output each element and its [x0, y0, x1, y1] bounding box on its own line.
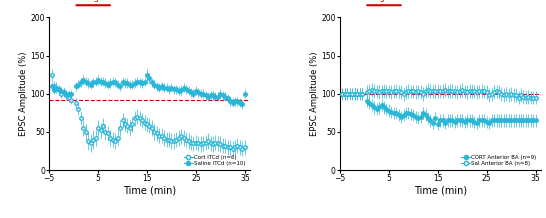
X-axis label: Time (min): Time (min): [414, 186, 467, 196]
X-axis label: Time (min): Time (min): [123, 186, 176, 196]
Text: D4 agonist: D4 agonist: [74, 0, 119, 2]
Legend: Cort ITCd (n=6), Saline ITCd (n=10): Cort ITCd (n=6), Saline ITCd (n=10): [183, 154, 247, 167]
Y-axis label: EPSC Amplitude (%): EPSC Amplitude (%): [19, 51, 28, 136]
Text: D4 agonist: D4 agonist: [359, 0, 405, 2]
Legend: CORT Anterior BA (n=9), Sal Anterior BA (n=8): CORT Anterior BA (n=9), Sal Anterior BA …: [460, 154, 538, 167]
Y-axis label: EPSC Amplitude (%): EPSC Amplitude (%): [310, 51, 318, 136]
